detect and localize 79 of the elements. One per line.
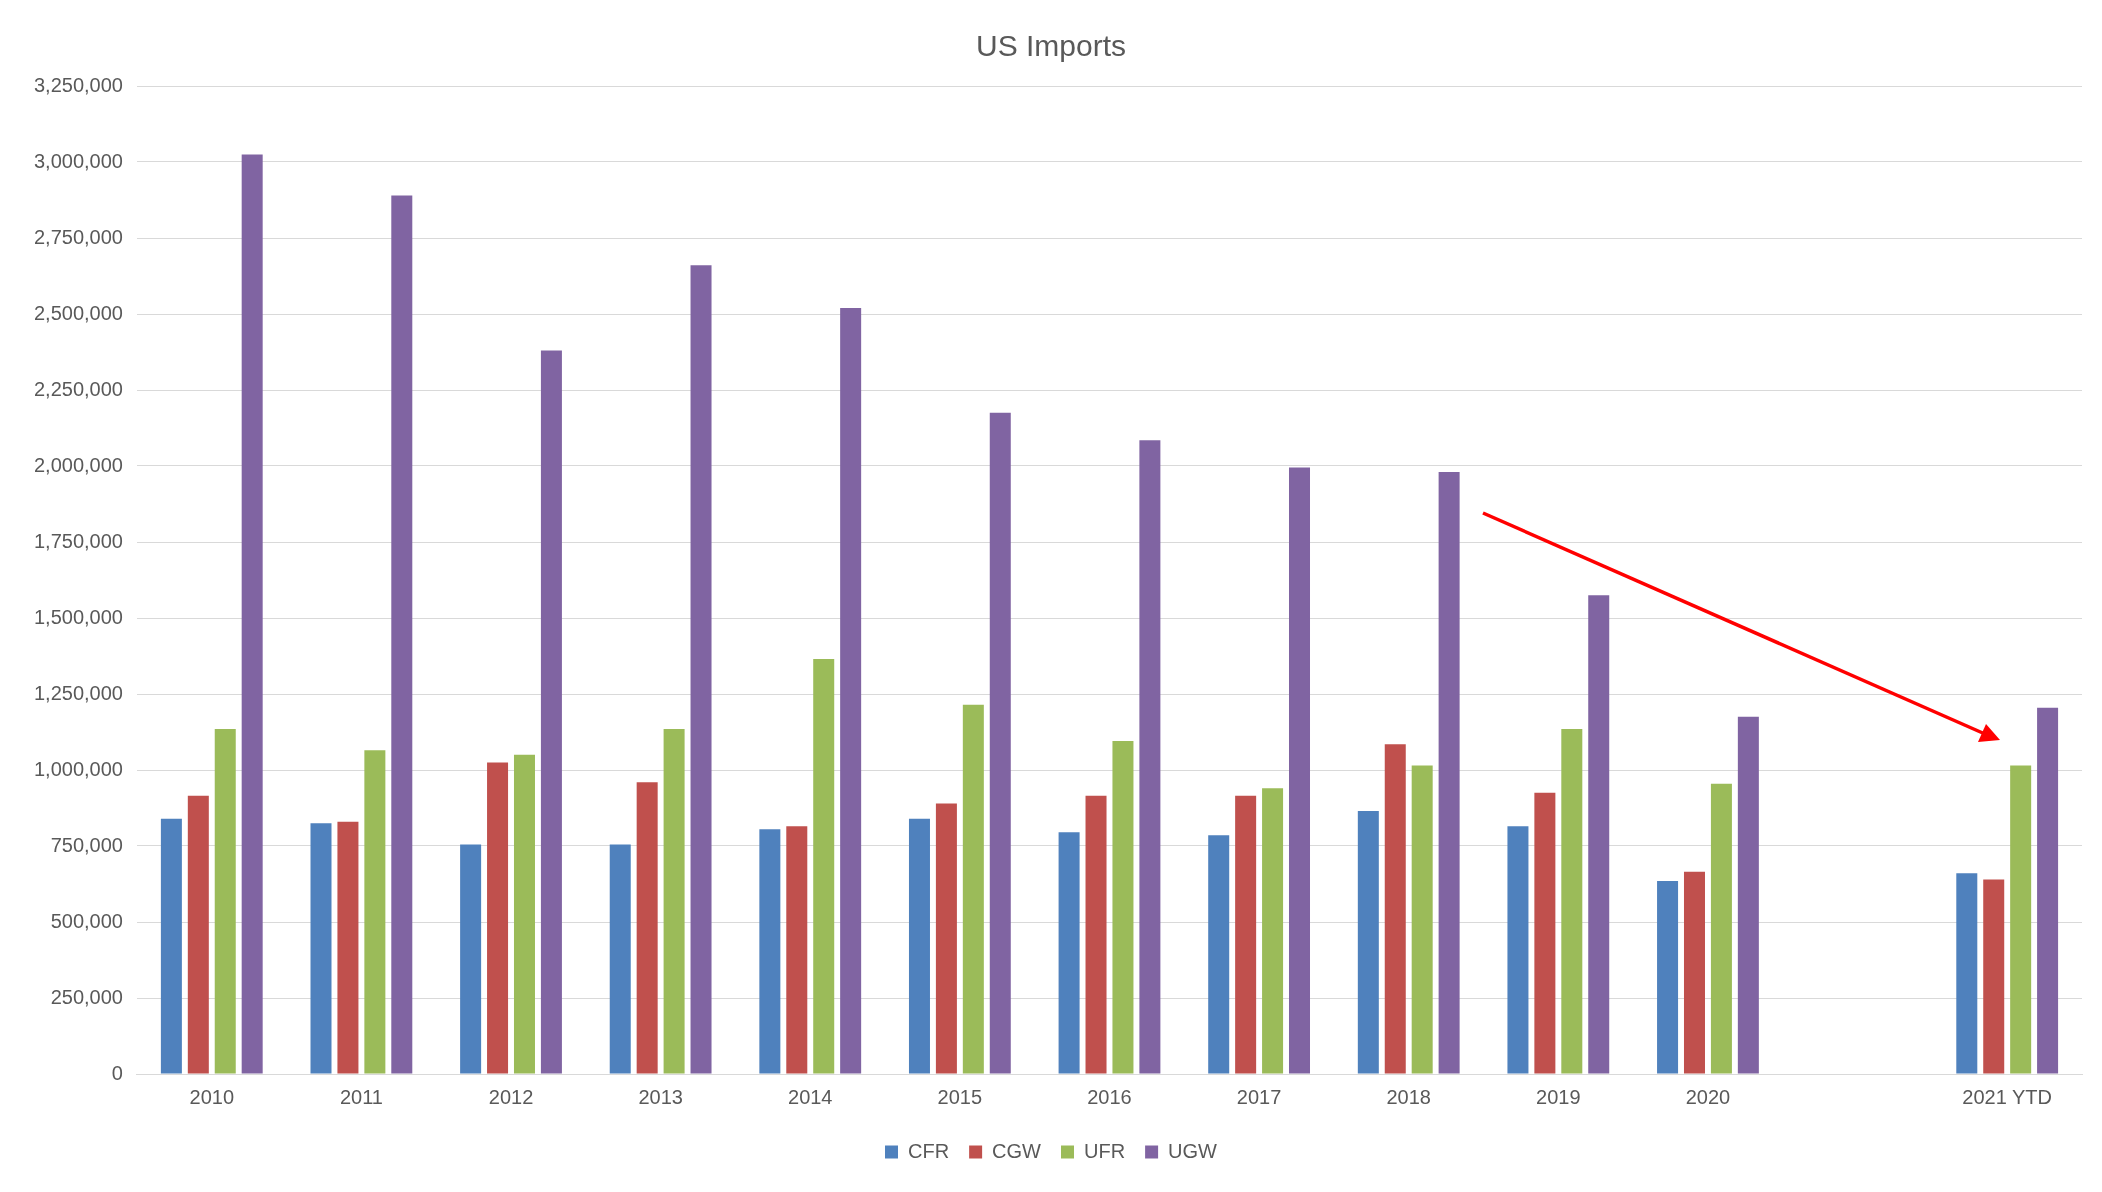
bar [1534, 792, 1556, 1074]
y-tick-label: 2,750,000 [33, 225, 123, 248]
bar [540, 350, 562, 1074]
bar [1438, 472, 1460, 1074]
bar [513, 754, 535, 1074]
bar [1085, 795, 1107, 1074]
bar [1289, 467, 1310, 1074]
bar [690, 265, 712, 1074]
bar [840, 307, 862, 1074]
bar [337, 821, 359, 1074]
y-tick-label: 0 [111, 1061, 123, 1084]
bar [487, 762, 509, 1074]
x-tick-label: 2011 [339, 1085, 383, 1108]
y-tick-label: 1,250,000 [33, 681, 123, 704]
y-tick-label: 750,000 [50, 833, 123, 856]
y-tick-label: 250,000 [50, 985, 123, 1008]
bar [1561, 728, 1583, 1074]
chart-title: US Imports [975, 29, 1127, 63]
bar [1357, 811, 1379, 1074]
bar [2010, 765, 2032, 1074]
bar [1710, 783, 1732, 1074]
bar [364, 750, 386, 1074]
bar [813, 659, 835, 1074]
x-tick-label: 2016 [1087, 1085, 1132, 1108]
bar [663, 728, 685, 1074]
bar [636, 782, 658, 1074]
x-tick-label: 2021 YTD [1962, 1085, 2053, 1108]
bar [187, 795, 209, 1074]
bar [962, 704, 984, 1074]
x-tick-label: 2012 [488, 1085, 534, 1108]
y-tick-label: 2,250,000 [33, 377, 123, 400]
bar [786, 826, 808, 1074]
y-tick-label: 2,000,000 [33, 453, 123, 476]
bar [609, 844, 631, 1074]
bar [1411, 765, 1433, 1074]
y-tick-label: 1,500,000 [33, 605, 123, 628]
bar [1208, 835, 1230, 1074]
bar [2037, 707, 2059, 1074]
bar [1983, 879, 2005, 1074]
y-tick-label: 2,500,000 [33, 301, 123, 324]
x-tick-label: 2010 [189, 1085, 235, 1108]
bar [391, 195, 413, 1074]
legend-label: UGW [1168, 1139, 1218, 1162]
bar [989, 412, 1011, 1074]
x-tick-label: 2019 [1536, 1085, 1581, 1108]
bar [1112, 741, 1134, 1074]
x-tick-label: 2014 [788, 1085, 833, 1108]
bar [1384, 744, 1406, 1074]
x-tick-label: 2017 [1236, 1085, 1282, 1108]
legend-label: CGW [992, 1139, 1042, 1162]
y-tick-label: 3,250,000 [33, 73, 123, 96]
bar [1507, 826, 1529, 1074]
bar [908, 818, 930, 1074]
y-tick-label: 1,750,000 [33, 529, 123, 552]
x-tick-label: 2013 [638, 1085, 683, 1108]
bar [1235, 795, 1257, 1074]
x-tick-label: 2020 [1685, 1085, 1731, 1108]
x-tick-label: 2018 [1386, 1085, 1431, 1108]
bar [1139, 440, 1161, 1074]
legend-label: UFR [1084, 1139, 1126, 1162]
bar [214, 728, 236, 1074]
bar [1058, 832, 1080, 1074]
bar [310, 823, 332, 1074]
bar [1588, 595, 1610, 1074]
bar [460, 844, 482, 1074]
bar [1956, 873, 1978, 1074]
bar [160, 818, 182, 1074]
bar [1737, 716, 1759, 1074]
y-tick-label: 1,000,000 [33, 757, 123, 780]
legend-label: CFR [908, 1139, 950, 1162]
bar [1657, 880, 1679, 1074]
bar [759, 829, 781, 1074]
y-tick-label: 3,000,000 [33, 149, 123, 172]
bar [241, 154, 263, 1074]
bar [935, 803, 957, 1074]
bar [1262, 788, 1284, 1074]
bar [1683, 871, 1705, 1074]
y-tick-label: 500,000 [50, 909, 123, 932]
x-tick-label: 2015 [937, 1085, 983, 1108]
